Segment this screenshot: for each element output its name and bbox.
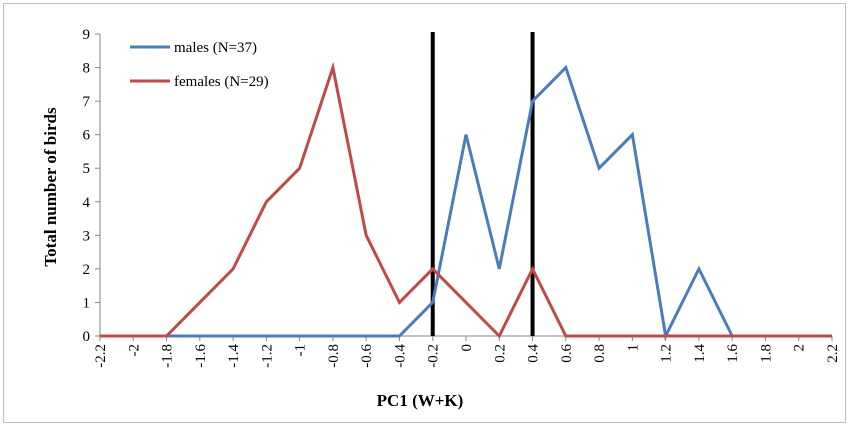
y-axis-title: Total number of birds	[41, 107, 60, 267]
x-tick-label: 1	[625, 344, 641, 352]
legend-label-males: males (N=37)	[174, 40, 257, 56]
x-tick-label: 0.6	[559, 344, 575, 363]
x-tick-label: 1.8	[758, 344, 774, 363]
legend-label-females: females (N=29)	[174, 74, 269, 90]
x-tick-label: -0.8	[326, 344, 342, 368]
legend: males (N=37) females (N=29)	[130, 40, 269, 90]
x-axis-title: PC1 (W+K)	[377, 391, 464, 410]
x-tick-label: 2.2	[825, 344, 841, 363]
y-tick-label: 4	[83, 195, 91, 211]
threshold-lines	[430, 32, 535, 336]
y-tick-labels: 0 1 2 3 4 5 6 7 8 9	[83, 27, 91, 345]
x-tick-label: 1.2	[659, 344, 675, 363]
y-tick-label: 8	[83, 61, 91, 77]
y-tick-label: 5	[83, 161, 91, 177]
y-tick-label: 9	[83, 27, 91, 43]
x-tick-label: -0.2	[426, 344, 442, 368]
x-tick-label: -1.4	[226, 344, 242, 368]
y-tick-label: 1	[83, 295, 91, 311]
x-tick-label: -1.6	[193, 344, 209, 368]
x-tick-label: 0	[459, 344, 475, 352]
x-tick-labels: -2.2 -2 -1.8 -1.6 -1.4 -1.2 -1 -0.8 -0.6 -0.4 -0.2…	[93, 344, 841, 368]
x-tick-label: -0.4	[392, 344, 408, 368]
x-tick-label: -2	[126, 344, 142, 357]
x-tick-label: 0.4	[526, 344, 542, 363]
x-tick-label: -1	[293, 344, 309, 357]
x-tick-label: 0.8	[592, 344, 608, 363]
y-tick-label: 6	[83, 128, 91, 144]
x-tick-label: -1.2	[259, 344, 275, 368]
y-tick-label: 3	[83, 228, 91, 244]
y-tick-label: 2	[83, 262, 91, 278]
x-tick-label: 1.6	[725, 344, 741, 363]
series-layer	[100, 61, 832, 341]
y-tick-label: 7	[83, 94, 91, 110]
x-tick-label: 1.4	[692, 344, 708, 363]
x-tick-label: -2.2	[93, 344, 109, 368]
x-tick-label: 0.2	[492, 344, 508, 363]
x-tick-label: 2	[792, 344, 808, 352]
x-tick-label: -0.6	[359, 344, 375, 368]
y-tick-label: 0	[83, 329, 91, 345]
x-tick-label: -1.8	[160, 344, 176, 368]
series-line-males	[100, 64, 734, 341]
series-line-females	[100, 61, 832, 339]
